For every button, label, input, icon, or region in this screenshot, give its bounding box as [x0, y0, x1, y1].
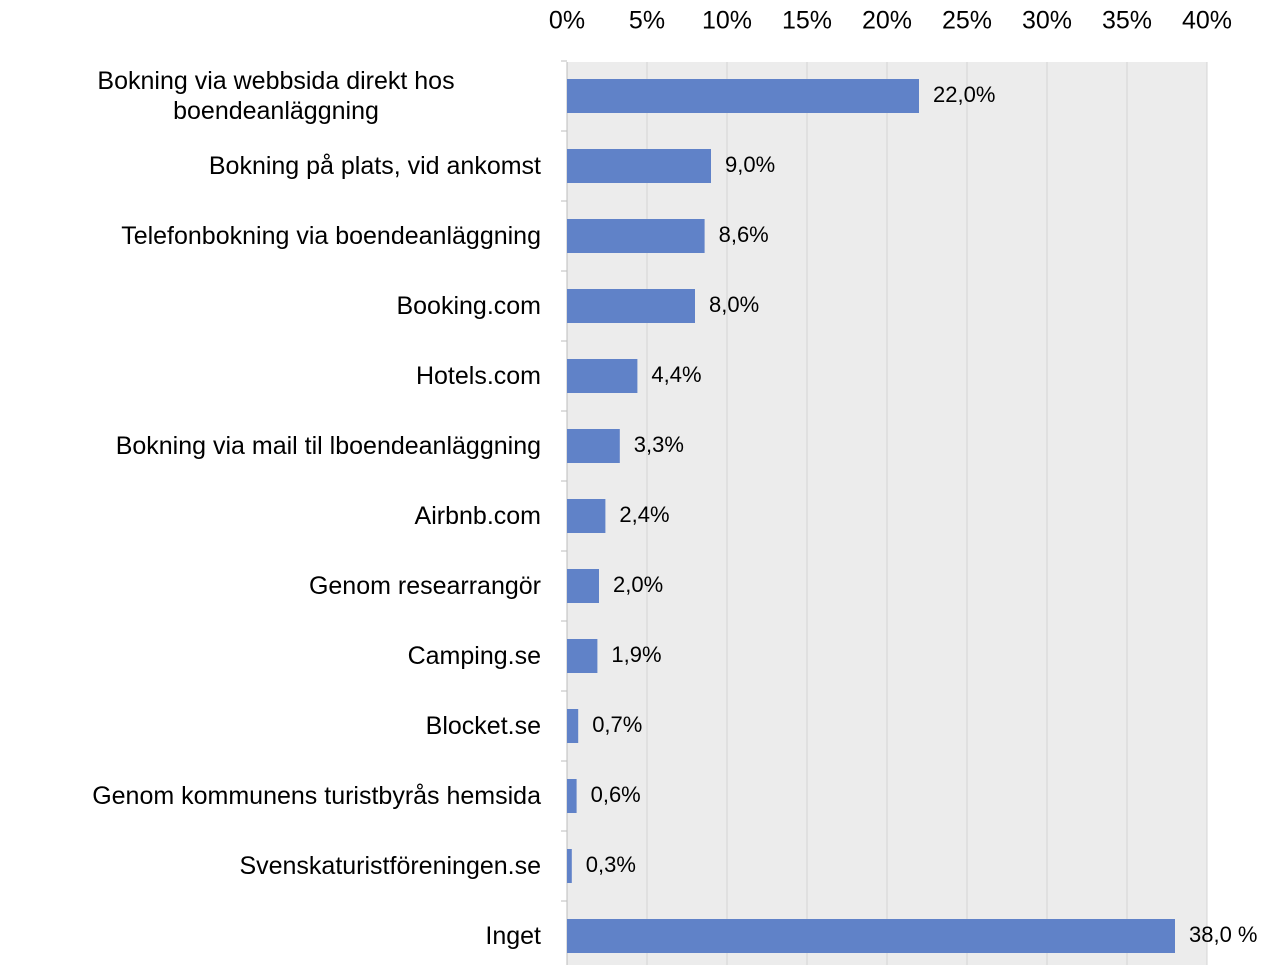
value-label: 38,0 %: [1189, 922, 1258, 947]
value-label: 22,0%: [933, 82, 995, 107]
bar: [567, 709, 579, 743]
value-label: 3,3%: [634, 432, 684, 457]
bar: [567, 219, 705, 253]
y-tick-label: Bokning på plats, vid ankomst: [208, 152, 541, 180]
value-label: 8,0%: [709, 292, 759, 317]
y-tick-label: Telefonbokning via boendeanläggning: [121, 222, 541, 250]
y-tick-label: Bokning via mail til lboendeanläggning: [115, 432, 541, 460]
value-label: 0,3%: [586, 852, 636, 877]
x-tick-label: 0%: [549, 7, 585, 35]
y-tick-label: Svenskaturistföreningen.se: [239, 852, 541, 880]
bar: [567, 79, 919, 113]
bar: [567, 289, 695, 323]
x-tick-label: 20%: [862, 7, 912, 35]
x-tick-label: 15%: [782, 7, 832, 35]
value-label: 0,6%: [591, 782, 641, 807]
x-tick-label: 10%: [702, 7, 752, 35]
value-label: 2,0%: [613, 572, 663, 597]
value-label: 2,4%: [619, 502, 669, 527]
bar: [567, 779, 577, 813]
x-tick-label: 30%: [1022, 7, 1072, 35]
value-label: 0,7%: [592, 712, 642, 737]
bar: [567, 149, 711, 183]
bar: [567, 359, 638, 393]
value-label: 9,0%: [725, 152, 775, 177]
x-tick-label: 25%: [942, 7, 992, 35]
bar: [567, 639, 598, 673]
y-tick-label: Genom kommunens turistbyrås hemsida: [92, 782, 541, 810]
x-tick-label: 5%: [629, 7, 665, 35]
y-tick-label: Inget: [485, 922, 541, 950]
y-tick-label: Camping.se: [407, 642, 541, 670]
y-tick-label: Hotels.com: [415, 362, 541, 390]
x-tick-label: 40%: [1182, 7, 1232, 35]
bar: [567, 429, 620, 463]
value-label: 1,9%: [611, 642, 661, 667]
y-tick-label: Bokning via webbsida direkt hos boendean…: [97, 67, 455, 125]
x-tick-label: 35%: [1102, 7, 1152, 35]
y-tick-label: Blocket.se: [425, 712, 541, 740]
bar: [567, 499, 606, 533]
value-label: 4,4%: [651, 362, 701, 387]
y-tick-label: Booking.com: [396, 292, 541, 320]
bar: [567, 919, 1175, 953]
bar: [567, 569, 599, 603]
bar: [567, 849, 572, 883]
y-tick-label: Genom researrangör: [308, 572, 541, 600]
y-tick-label: Airbnb.com: [414, 502, 541, 530]
value-label: 8,6%: [719, 222, 769, 247]
